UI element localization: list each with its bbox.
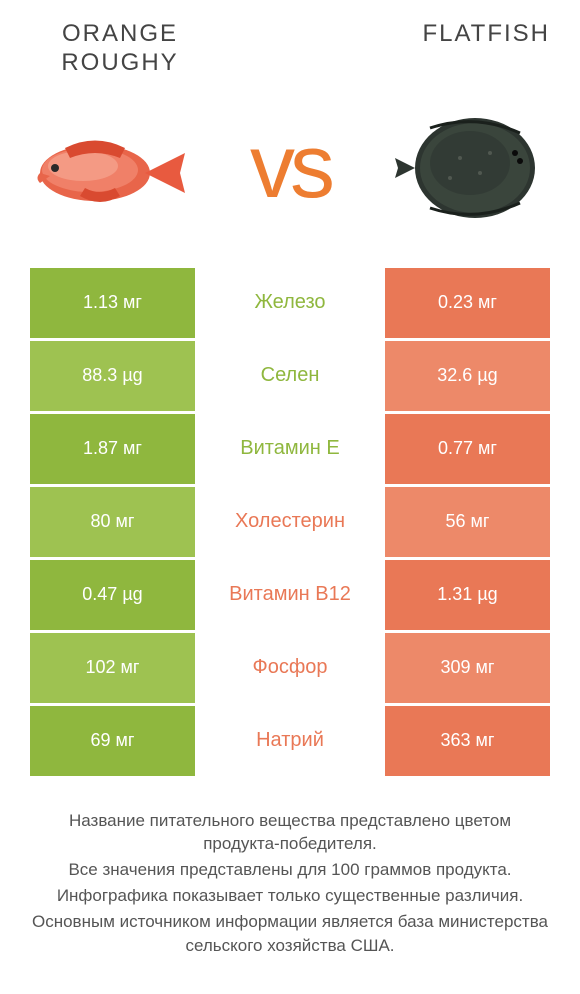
footer-line: Инфографика показывает только существенн… bbox=[30, 884, 550, 908]
hero-row: vs bbox=[0, 88, 580, 268]
vs-label: vs bbox=[250, 116, 330, 219]
right-value: 56 мг bbox=[385, 487, 550, 557]
table-row: 69 мгНатрий363 мг bbox=[30, 706, 550, 776]
left-value: 102 мг bbox=[30, 633, 195, 703]
right-value: 0.77 мг bbox=[385, 414, 550, 484]
nutrient-name: Холестерин bbox=[195, 487, 385, 557]
nutrient-name: Витамин E bbox=[195, 414, 385, 484]
footer-line: Все значения представлены для 100 граммо… bbox=[30, 858, 550, 882]
table-row: 80 мгХолестерин56 мг bbox=[30, 487, 550, 557]
orange-roughy-icon bbox=[20, 98, 200, 238]
right-value: 363 мг bbox=[385, 706, 550, 776]
left-value: 88.3 µg bbox=[30, 341, 195, 411]
left-value: 69 мг bbox=[30, 706, 195, 776]
table-row: 1.13 мгЖелезо0.23 мг bbox=[30, 268, 550, 338]
table-row: 1.87 мгВитамин E0.77 мг bbox=[30, 414, 550, 484]
left-value: 1.87 мг bbox=[30, 414, 195, 484]
nutrient-name: Железо bbox=[195, 268, 385, 338]
header: ORANGE ROUGHY FLATFISH bbox=[0, 0, 580, 88]
right-value: 1.31 µg bbox=[385, 560, 550, 630]
left-value: 0.47 µg bbox=[30, 560, 195, 630]
right-product-title: FLATFISH bbox=[390, 20, 550, 78]
table-row: 102 мгФосфор309 мг bbox=[30, 633, 550, 703]
footer-line: Название питательного вещества представл… bbox=[30, 809, 550, 857]
nutrient-name: Селен bbox=[195, 341, 385, 411]
nutrient-name: Витамин B12 bbox=[195, 560, 385, 630]
right-value: 309 мг bbox=[385, 633, 550, 703]
footer-line: Основным источником информации является … bbox=[30, 910, 550, 958]
flatfish-icon bbox=[380, 98, 560, 238]
nutrient-name: Натрий bbox=[195, 706, 385, 776]
left-product-title: ORANGE ROUGHY bbox=[30, 20, 210, 78]
right-value: 32.6 µg bbox=[385, 341, 550, 411]
nutrient-name: Фосфор bbox=[195, 633, 385, 703]
table-row: 88.3 µgСелен32.6 µg bbox=[30, 341, 550, 411]
comparison-table: 1.13 мгЖелезо0.23 мг88.3 µgСелен32.6 µg1… bbox=[0, 268, 580, 776]
left-value: 1.13 мг bbox=[30, 268, 195, 338]
left-value: 80 мг bbox=[30, 487, 195, 557]
table-row: 0.47 µgВитамин B121.31 µg bbox=[30, 560, 550, 630]
right-value: 0.23 мг bbox=[385, 268, 550, 338]
footer-notes: Название питательного вещества представл… bbox=[0, 779, 580, 980]
